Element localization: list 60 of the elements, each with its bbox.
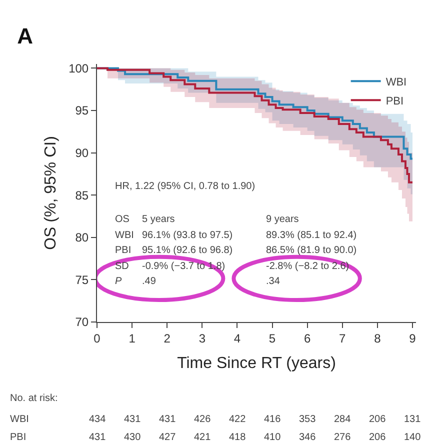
annotation: 5 years: [142, 214, 175, 225]
annotation: 9 years: [266, 214, 299, 225]
chart-title: A: [17, 23, 34, 48]
text: 427: [159, 432, 176, 443]
annotation: PBI: [115, 245, 132, 256]
x-tick-label: 7: [339, 331, 346, 346]
annotation: OS: [115, 214, 130, 225]
annotation: 86.5% (81.9 to 90.0): [266, 245, 357, 256]
x-tick-label: 3: [198, 331, 206, 346]
text: 206: [369, 414, 386, 425]
text: 353: [299, 414, 316, 425]
annotation: .49: [142, 276, 156, 287]
x-tick-label: 2: [164, 331, 171, 346]
text: 276: [334, 432, 352, 443]
y-tick-label: 90: [75, 146, 89, 160]
annotation: WBI: [115, 230, 134, 241]
x-tick-label: 9: [409, 331, 416, 346]
text: 426: [194, 414, 212, 425]
annotation: -2.8% (−8.2 to 2.6): [266, 261, 350, 272]
y-tick-label: 80: [75, 230, 89, 245]
annotation: 95.1% (92.6 to 96.8): [142, 245, 233, 256]
x-axis-title: Time Since RT (years): [177, 355, 336, 372]
text: 422: [229, 414, 246, 425]
text: 206: [369, 432, 386, 443]
annotation: SD: [115, 261, 129, 272]
text: 418: [229, 432, 246, 443]
y-axis-title: OS (%, 95% CI): [42, 136, 60, 250]
text: 416: [264, 414, 282, 425]
annotation: .34: [266, 276, 280, 287]
y-tick-label: 95: [75, 104, 89, 118]
text: 410: [264, 432, 282, 443]
x-tick-label: 0: [94, 331, 101, 346]
text: 346: [299, 432, 316, 443]
y-tick-label: 75: [75, 272, 89, 287]
text: 431: [159, 414, 176, 425]
annotation: 89.3% (85.1 to 92.4): [266, 230, 357, 241]
y-tick-label: 100: [68, 61, 89, 76]
x-tick-label: 1: [128, 331, 136, 346]
annotation: 96.1% (93.8 to 97.5): [142, 230, 233, 241]
text: 430: [124, 432, 142, 443]
text: WBI: [10, 414, 29, 425]
text: 140: [404, 432, 422, 443]
x-tick-label: 4: [234, 331, 241, 346]
legend-label: WBI: [386, 76, 407, 88]
x-tick-label: 5: [268, 331, 276, 346]
text: No. at risk:: [10, 393, 58, 404]
text: 431: [124, 414, 142, 425]
annotation: HR, 1.22 (95% CI, 0.78 to 1.90): [115, 181, 256, 192]
y-tick-label: 85: [75, 188, 89, 202]
text: 431: [89, 432, 106, 443]
legend-label: PBI: [386, 95, 404, 108]
text: 421: [194, 432, 212, 443]
x-tick-label: 6: [304, 331, 311, 346]
x-tick-label: 8: [374, 331, 382, 346]
text: 131: [404, 414, 422, 425]
annotation: P: [115, 276, 122, 287]
y-tick-label: 70: [75, 315, 89, 330]
text: 284: [334, 414, 352, 425]
text: PBI: [10, 432, 26, 443]
text: 434: [89, 414, 106, 425]
